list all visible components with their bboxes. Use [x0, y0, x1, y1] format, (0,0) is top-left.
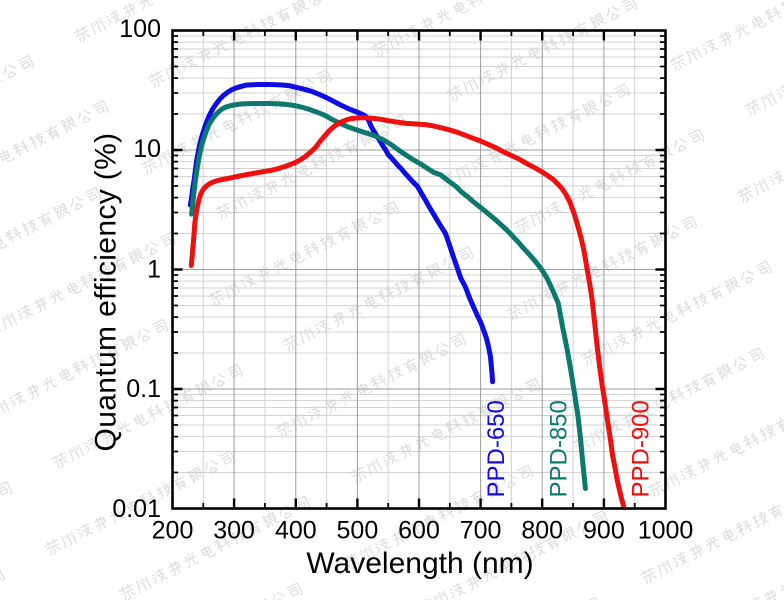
svg-text:1000: 1000 [638, 517, 694, 545]
svg-text:0.01: 0.01 [112, 495, 161, 523]
svg-text:10: 10 [133, 135, 161, 163]
svg-text:Quantum efficiency (%): Quantum efficiency (%) [90, 133, 123, 452]
svg-text:800: 800 [521, 517, 563, 545]
svg-text:300: 300 [213, 517, 255, 545]
svg-text:700: 700 [460, 517, 502, 545]
svg-text:200: 200 [152, 517, 194, 545]
svg-text:PPD-650: PPD-650 [483, 400, 510, 497]
svg-text:0.1: 0.1 [126, 375, 161, 403]
svg-text:900: 900 [583, 517, 625, 545]
svg-text:PPD-850: PPD-850 [546, 400, 573, 497]
svg-text:PPD-900: PPD-900 [628, 400, 655, 497]
svg-text:500: 500 [337, 517, 379, 545]
svg-text:1: 1 [147, 256, 161, 284]
svg-text:100: 100 [119, 15, 161, 43]
svg-text:Wavelength (nm): Wavelength (nm) [306, 547, 533, 580]
svg-text:600: 600 [398, 517, 440, 545]
svg-text:400: 400 [275, 517, 317, 545]
